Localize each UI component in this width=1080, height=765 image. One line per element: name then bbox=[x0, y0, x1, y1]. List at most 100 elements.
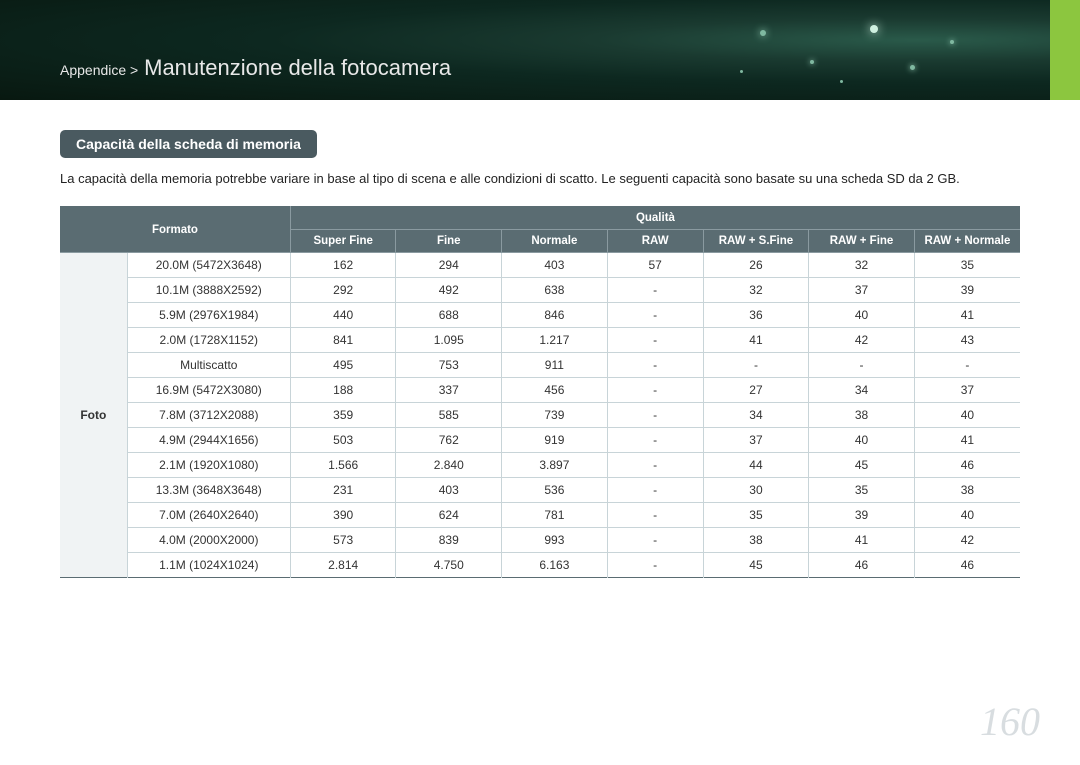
cell-value: 162 bbox=[290, 253, 396, 278]
cell-format: 7.8M (3712X2088) bbox=[127, 403, 290, 428]
cell-value: 2.814 bbox=[290, 553, 396, 578]
cell-value: - bbox=[607, 503, 703, 528]
col-header-quality: RAW bbox=[607, 230, 703, 253]
cell-value: 440 bbox=[290, 303, 396, 328]
cell-value: 337 bbox=[396, 378, 502, 403]
cell-value: 38 bbox=[914, 478, 1020, 503]
cell-format: Multiscatto bbox=[127, 353, 290, 378]
cell-value: 503 bbox=[290, 428, 396, 453]
cell-value: 38 bbox=[809, 403, 915, 428]
cell-format: 5.9M (2976X1984) bbox=[127, 303, 290, 328]
cell-value: 753 bbox=[396, 353, 502, 378]
cell-value: 34 bbox=[809, 378, 915, 403]
cell-format: 4.0M (2000X2000) bbox=[127, 528, 290, 553]
cell-value: 32 bbox=[703, 278, 809, 303]
table-row: 1.1M (1024X1024)2.8144.7506.163-454646 bbox=[60, 553, 1020, 578]
cell-format: 10.1M (3888X2592) bbox=[127, 278, 290, 303]
cell-value: 2.840 bbox=[396, 453, 502, 478]
col-header-qualita: Qualità bbox=[290, 207, 1020, 230]
cell-value: 44 bbox=[703, 453, 809, 478]
cell-value: 41 bbox=[703, 328, 809, 353]
cell-value: 624 bbox=[396, 503, 502, 528]
cell-value: 57 bbox=[607, 253, 703, 278]
table-row: 4.0M (2000X2000)573839993-384142 bbox=[60, 528, 1020, 553]
cell-format: 2.1M (1920X1080) bbox=[127, 453, 290, 478]
cell-value: 36 bbox=[703, 303, 809, 328]
cell-value: 919 bbox=[502, 428, 608, 453]
cell-value: 781 bbox=[502, 503, 608, 528]
cell-format: 13.3M (3648X3648) bbox=[127, 478, 290, 503]
cell-value: - bbox=[809, 353, 915, 378]
col-header-quality: Super Fine bbox=[290, 230, 396, 253]
cell-value: 42 bbox=[914, 528, 1020, 553]
cell-value: 42 bbox=[809, 328, 915, 353]
cell-value: - bbox=[607, 553, 703, 578]
cell-value: 495 bbox=[290, 353, 396, 378]
cell-value: 38 bbox=[703, 528, 809, 553]
cell-value: 45 bbox=[809, 453, 915, 478]
cell-value: 40 bbox=[914, 503, 1020, 528]
breadcrumb: Appendice > Manutenzione della fotocamer… bbox=[60, 55, 451, 81]
cell-value: 45 bbox=[703, 553, 809, 578]
cell-value: 27 bbox=[703, 378, 809, 403]
cell-value: 3.897 bbox=[502, 453, 608, 478]
cell-value: 26 bbox=[703, 253, 809, 278]
cell-value: 456 bbox=[502, 378, 608, 403]
cell-value: 46 bbox=[809, 553, 915, 578]
cell-value: 585 bbox=[396, 403, 502, 428]
cell-value: 30 bbox=[703, 478, 809, 503]
cell-format: 20.0M (5472X3648) bbox=[127, 253, 290, 278]
cell-value: 638 bbox=[502, 278, 608, 303]
decorative-sparkles bbox=[720, 10, 1020, 90]
table-row: 2.0M (1728X1152)8411.0951.217-414243 bbox=[60, 328, 1020, 353]
cell-value: 40 bbox=[809, 303, 915, 328]
page-title: Manutenzione della fotocamera bbox=[144, 55, 451, 80]
cell-value: 403 bbox=[502, 253, 608, 278]
cell-value: 739 bbox=[502, 403, 608, 428]
cell-value: 492 bbox=[396, 278, 502, 303]
cell-value: 1.217 bbox=[502, 328, 608, 353]
cell-format: 16.9M (5472X3080) bbox=[127, 378, 290, 403]
cell-value: 403 bbox=[396, 478, 502, 503]
cell-value: 39 bbox=[809, 503, 915, 528]
cell-value: 846 bbox=[502, 303, 608, 328]
cell-value: 911 bbox=[502, 353, 608, 378]
cell-value: - bbox=[607, 428, 703, 453]
cell-value: 37 bbox=[703, 428, 809, 453]
section-description: La capacità della memoria potrebbe varia… bbox=[60, 170, 1020, 188]
col-header-quality: Fine bbox=[396, 230, 502, 253]
table-row: 10.1M (3888X2592)292492638-323739 bbox=[60, 278, 1020, 303]
cell-value: 1.566 bbox=[290, 453, 396, 478]
cell-value: 35 bbox=[809, 478, 915, 503]
cell-value: 294 bbox=[396, 253, 502, 278]
cell-value: 1.095 bbox=[396, 328, 502, 353]
table-row: 4.9M (2944X1656)503762919-374041 bbox=[60, 428, 1020, 453]
cell-value: 37 bbox=[914, 378, 1020, 403]
accent-tab bbox=[1050, 0, 1080, 100]
cell-value: 35 bbox=[914, 253, 1020, 278]
cell-value: 573 bbox=[290, 528, 396, 553]
cell-value: 40 bbox=[809, 428, 915, 453]
cell-value: 536 bbox=[502, 478, 608, 503]
cell-value: - bbox=[607, 403, 703, 428]
cell-value: 35 bbox=[703, 503, 809, 528]
cell-value: - bbox=[607, 328, 703, 353]
cell-value: - bbox=[607, 278, 703, 303]
cell-format: 7.0M (2640X2640) bbox=[127, 503, 290, 528]
cell-value: - bbox=[607, 528, 703, 553]
cell-value: - bbox=[914, 353, 1020, 378]
cell-value: 390 bbox=[290, 503, 396, 528]
cell-value: 43 bbox=[914, 328, 1020, 353]
page-content: Capacità della scheda di memoria La capa… bbox=[0, 100, 1080, 578]
cell-value: - bbox=[703, 353, 809, 378]
cell-format: 2.0M (1728X1152) bbox=[127, 328, 290, 353]
breadcrumb-prefix: Appendice > bbox=[60, 62, 138, 78]
col-header-quality: RAW + Fine bbox=[809, 230, 915, 253]
cell-value: - bbox=[607, 303, 703, 328]
table-row: Multiscatto495753911---- bbox=[60, 353, 1020, 378]
cell-value: 4.750 bbox=[396, 553, 502, 578]
cell-value: 46 bbox=[914, 553, 1020, 578]
cell-value: - bbox=[607, 378, 703, 403]
table-row: 7.0M (2640X2640)390624781-353940 bbox=[60, 503, 1020, 528]
cell-value: - bbox=[607, 353, 703, 378]
